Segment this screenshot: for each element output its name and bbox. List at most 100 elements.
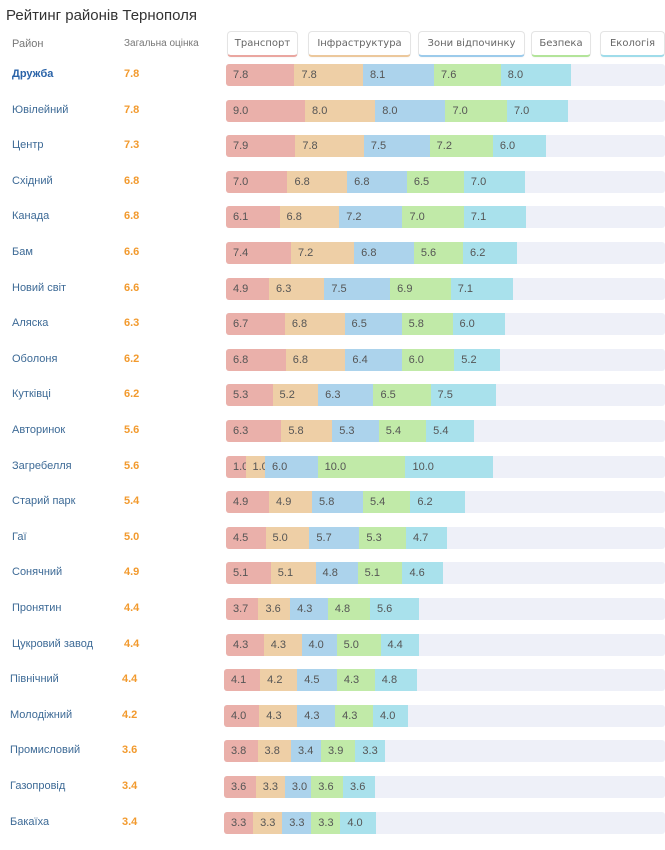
bar-segment-ecology[interactable]: 5.2 xyxy=(454,348,500,371)
bar-segment-transport[interactable]: 7.9 xyxy=(226,135,296,158)
bar-segment-recreation[interactable]: 6.8 xyxy=(347,170,407,193)
bar-segment-ecology[interactable]: 7.0 xyxy=(506,99,569,122)
bar-segment-recreation[interactable]: 5.3 xyxy=(332,420,379,442)
district-name[interactable]: Східний xyxy=(12,174,53,187)
bar-segment-infrastructure[interactable]: 3.3 xyxy=(255,776,285,798)
bar-segment-ecology[interactable]: 5.6 xyxy=(369,598,420,620)
bar-segment-infrastructure[interactable]: 7.2 xyxy=(290,242,355,264)
category-button-recreation[interactable]: Зони відпочинку xyxy=(418,31,525,57)
bar-segment-infrastructure[interactable]: 4.9 xyxy=(269,491,313,514)
bar-segment-safety[interactable]: 7.0 xyxy=(445,99,507,122)
bar-segment-safety[interactable]: 6.0 xyxy=(401,348,455,371)
bar-segment-transport[interactable]: 3.6 xyxy=(224,776,256,798)
district-name[interactable]: Кутківці xyxy=(12,388,51,401)
bar-segment-ecology[interactable]: 6.2 xyxy=(463,242,518,264)
bar-segment-transport[interactable]: 4.0 xyxy=(224,704,260,727)
bar-segment-ecology[interactable]: 4.6 xyxy=(402,562,443,585)
bar-segment-ecology[interactable]: 10.0 xyxy=(405,455,494,478)
bar-segment-ecology[interactable]: 4.7 xyxy=(405,526,448,549)
bar-segment-infrastructure[interactable]: 4.3 xyxy=(259,704,298,727)
district-name[interactable]: Сонячний xyxy=(12,566,63,579)
bar-segment-transport[interactable]: 6.3 xyxy=(226,420,282,442)
bar-segment-recreation[interactable]: 6.8 xyxy=(354,242,414,264)
bar-segment-transport[interactable]: 4.9 xyxy=(226,491,270,514)
bar-segment-safety[interactable]: 7.6 xyxy=(434,64,501,86)
bar-segment-recreation[interactable]: 4.3 xyxy=(297,704,336,727)
bar-segment-recreation[interactable]: 4.8 xyxy=(315,562,358,585)
district-name[interactable]: Ювілейний xyxy=(12,103,69,116)
bar-segment-ecology[interactable]: 4.4 xyxy=(380,633,420,656)
district-name[interactable]: Цукровий завод xyxy=(12,637,94,650)
bar-segment-ecology[interactable]: 7.0 xyxy=(463,170,526,193)
bar-segment-safety[interactable]: 4.3 xyxy=(336,669,375,692)
district-name[interactable]: Новий світ xyxy=(12,281,67,294)
bar-segment-ecology[interactable]: 7.1 xyxy=(450,277,514,300)
district-name[interactable]: Північний xyxy=(10,673,59,686)
bar-segment-transport[interactable]: 4.5 xyxy=(226,526,266,549)
bar-segment-ecology[interactable]: 7.1 xyxy=(463,206,527,229)
bar-segment-recreation[interactable]: 3.3 xyxy=(282,811,312,834)
bar-segment-transport[interactable]: 7.8 xyxy=(226,64,295,86)
bar-segment-safety[interactable]: 5.3 xyxy=(359,526,406,549)
district-name[interactable]: Загребелля xyxy=(12,459,72,472)
district-name[interactable]: Аляска xyxy=(12,317,49,330)
bar-segment-safety[interactable]: 3.6 xyxy=(311,776,344,798)
bar-segment-safety[interactable]: 10.0 xyxy=(317,455,406,478)
bar-segment-infrastructure[interactable]: 6.8 xyxy=(287,170,348,193)
bar-segment-ecology[interactable]: 5.4 xyxy=(426,420,474,442)
bar-segment-ecology[interactable]: 6.2 xyxy=(410,491,465,514)
bar-segment-infrastructure[interactable]: 1.0 xyxy=(245,455,265,478)
bar-segment-transport[interactable]: 7.4 xyxy=(226,242,291,264)
bar-segment-safety[interactable]: 5.0 xyxy=(336,633,381,656)
district-name[interactable]: Центр xyxy=(12,139,44,152)
bar-segment-ecology[interactable]: 3.3 xyxy=(355,740,385,763)
bar-segment-ecology[interactable]: 4.0 xyxy=(373,704,409,727)
bar-segment-transport[interactable]: 6.8 xyxy=(226,348,286,371)
bar-segment-safety[interactable]: 6.9 xyxy=(390,277,451,300)
category-button-safety[interactable]: Безпека xyxy=(531,31,591,57)
bar-segment-recreation[interactable]: 5.7 xyxy=(309,526,360,549)
district-name[interactable]: Промисловий xyxy=(10,744,81,757)
bar-segment-safety[interactable]: 5.8 xyxy=(401,313,453,336)
bar-segment-recreation[interactable]: 6.4 xyxy=(345,348,402,371)
bar-segment-transport[interactable]: 4.1 xyxy=(224,669,261,692)
bar-segment-recreation[interactable]: 3.4 xyxy=(291,740,322,763)
district-name[interactable]: Бам xyxy=(12,246,33,258)
bar-segment-transport[interactable]: 6.7 xyxy=(226,313,285,336)
bar-segment-infrastructure[interactable]: 5.8 xyxy=(281,420,333,442)
bar-segment-safety[interactable]: 5.6 xyxy=(413,242,464,264)
bar-segment-safety[interactable]: 3.3 xyxy=(311,811,341,834)
district-name[interactable]: Канада xyxy=(12,210,50,223)
bar-segment-safety[interactable]: 7.0 xyxy=(402,206,464,229)
district-name[interactable]: Газопровід xyxy=(10,780,66,792)
bar-segment-recreation[interactable]: 3.0 xyxy=(284,776,312,798)
bar-segment-transport[interactable]: 1.0 xyxy=(226,455,246,478)
bar-segment-recreation[interactable]: 4.0 xyxy=(301,633,337,656)
bar-segment-infrastructure[interactable]: 8.0 xyxy=(305,99,376,122)
bar-segment-transport[interactable]: 4.3 xyxy=(226,633,264,656)
bar-segment-ecology[interactable]: 4.0 xyxy=(340,811,376,834)
bar-segment-recreation[interactable]: 7.2 xyxy=(339,206,403,229)
bar-segment-recreation[interactable]: 8.1 xyxy=(362,64,435,86)
bar-segment-safety[interactable]: 7.2 xyxy=(429,135,493,158)
bar-segment-transport[interactable]: 9.0 xyxy=(226,99,306,122)
bar-segment-recreation[interactable]: 7.5 xyxy=(324,277,391,300)
category-button-infrastructure[interactable]: Інфраструктура xyxy=(308,31,411,57)
bar-segment-ecology[interactable]: 6.0 xyxy=(492,135,546,158)
district-name[interactable]: Оболоня xyxy=(12,352,58,365)
bar-segment-recreation[interactable]: 6.3 xyxy=(318,384,374,407)
district-name[interactable]: Бакаїха xyxy=(10,815,50,828)
bar-segment-recreation[interactable]: 4.5 xyxy=(297,669,337,692)
district-name[interactable]: Старий парк xyxy=(12,495,76,508)
bar-segment-safety[interactable]: 4.3 xyxy=(335,704,374,727)
bar-segment-safety[interactable]: 6.5 xyxy=(373,384,431,407)
bar-segment-transport[interactable]: 5.1 xyxy=(226,562,271,585)
bar-segment-transport[interactable]: 5.3 xyxy=(226,384,273,407)
bar-segment-infrastructure[interactable]: 6.8 xyxy=(285,348,346,371)
bar-segment-safety[interactable]: 5.4 xyxy=(378,420,427,442)
bar-segment-infrastructure[interactable]: 5.1 xyxy=(270,562,316,585)
district-name[interactable]: Пронятин xyxy=(12,602,62,614)
bar-segment-infrastructure[interactable]: 5.0 xyxy=(265,526,310,549)
bar-segment-infrastructure[interactable]: 6.8 xyxy=(279,206,340,229)
bar-segment-safety[interactable]: 5.1 xyxy=(357,562,403,585)
